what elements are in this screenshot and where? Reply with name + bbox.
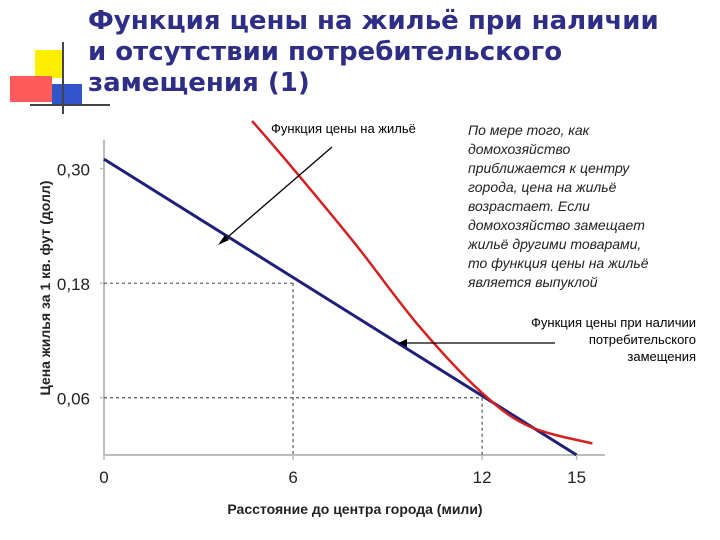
price-function-label: Функция цены на жильё: [271, 121, 416, 136]
arrow-price-function: [221, 146, 333, 243]
x-tick-label-2: 12: [473, 468, 492, 487]
y-tick-label-2: 0,30: [57, 161, 90, 180]
x-tick-label-3: 15: [567, 468, 586, 487]
slide-title: Функция цены на жильё при наличии и отсу…: [88, 6, 659, 98]
deco-vertical-line: [62, 42, 64, 114]
deco-red-square: [10, 76, 52, 102]
annotation-text: По мере того, как домохозяйство приближа…: [468, 122, 649, 290]
deco-blue-square: [52, 84, 82, 106]
deco-horizontal-line: [30, 104, 110, 106]
hedonic-function-label: Функция цены при наличии потребительског…: [531, 315, 696, 364]
x-tick-label-0: 0: [99, 468, 108, 487]
x-tick-label-1: 6: [288, 468, 297, 487]
series-curve-convex: [251, 120, 593, 445]
y-axis-label: Цена жилья за 1 кв. фут (долл): [37, 181, 53, 396]
y-tick-label-1: 0,18: [57, 275, 90, 294]
x-axis-label: Расстояние до центра города (мили): [227, 501, 482, 517]
arrow-price-function-head: [218, 235, 229, 245]
deco-yellow-square: [35, 50, 63, 78]
y-tick-label-0: 0,06: [57, 390, 90, 409]
arrow-hedonic-head: [398, 339, 407, 347]
